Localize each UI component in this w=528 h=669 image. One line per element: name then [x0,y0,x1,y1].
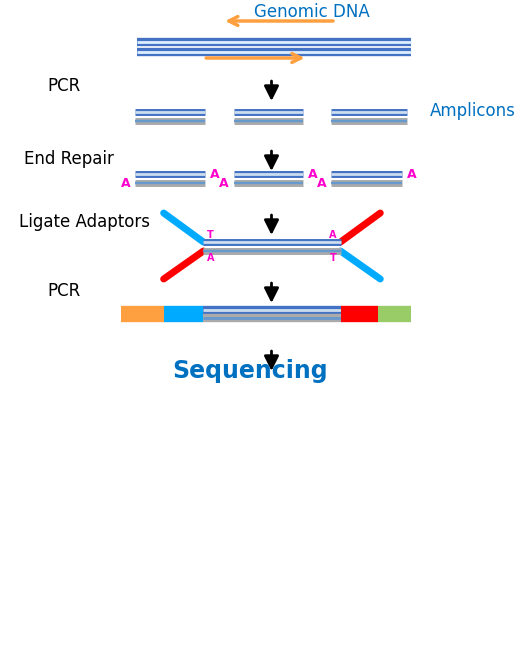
Text: A: A [121,177,130,189]
Text: A: A [317,177,326,189]
Text: Amplicons: Amplicons [429,102,515,120]
Text: PCR: PCR [48,282,81,300]
Text: A: A [329,230,337,240]
Text: A: A [210,167,220,181]
Text: T: T [330,253,337,263]
Text: Genomic DNA: Genomic DNA [254,3,370,21]
Text: Sequencing: Sequencing [172,359,327,383]
Text: End Repair: End Repair [24,150,114,168]
Text: Ligate Adaptors: Ligate Adaptors [19,213,150,231]
Text: A: A [307,167,317,181]
Text: A: A [407,167,417,181]
Text: A: A [219,177,229,189]
Text: A: A [207,253,215,263]
Text: T: T [207,230,214,240]
Text: PCR: PCR [48,77,81,95]
